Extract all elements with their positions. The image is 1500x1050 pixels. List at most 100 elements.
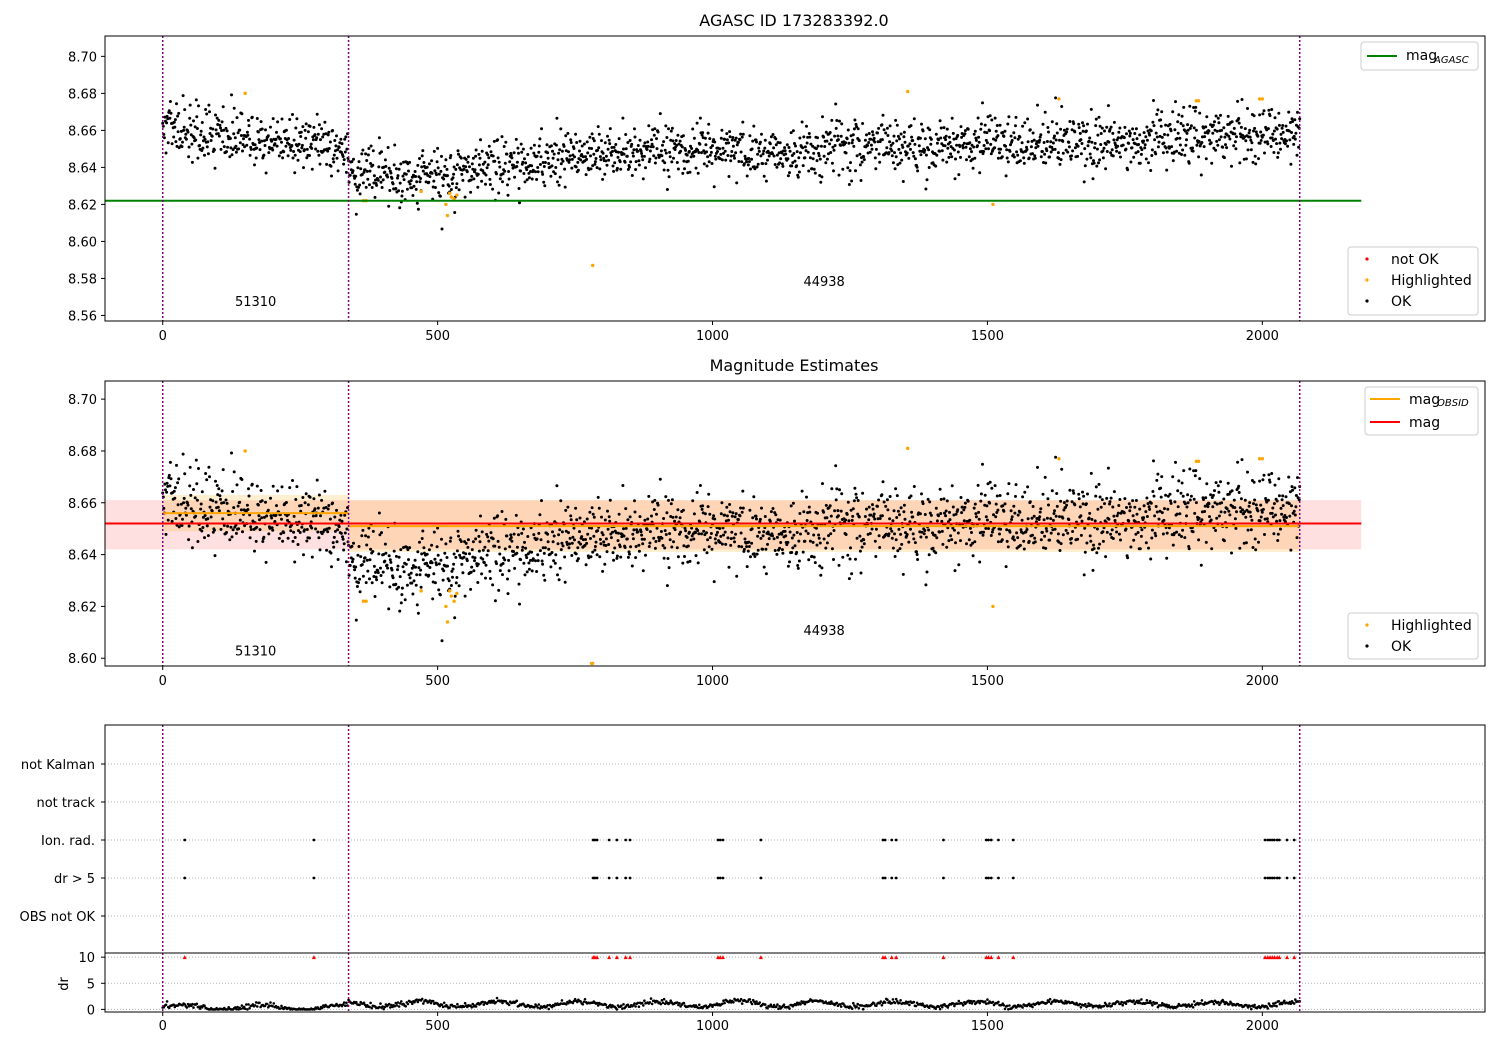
dr-point	[269, 1001, 272, 1004]
ok-point	[211, 499, 215, 503]
ok-point	[416, 163, 420, 167]
ok-point	[614, 143, 618, 146]
ok-point	[763, 146, 767, 150]
ok-point	[273, 142, 277, 146]
ok-point	[825, 157, 829, 161]
ok-point	[1261, 112, 1265, 116]
ok-point	[1276, 532, 1280, 536]
ok-point	[789, 131, 793, 135]
ok-point	[888, 495, 892, 498]
ok-point	[793, 159, 797, 163]
ok-point	[1005, 528, 1009, 532]
ok-point	[1243, 498, 1247, 502]
ok-point	[1258, 479, 1262, 483]
ok-point	[1175, 530, 1179, 534]
ok-point	[941, 158, 945, 162]
ok-point	[780, 151, 784, 155]
ok-point	[1232, 126, 1236, 130]
ok-point	[340, 142, 344, 146]
ok-point	[373, 195, 377, 199]
ok-point	[1203, 135, 1207, 139]
ok-point	[1176, 131, 1180, 135]
ok-point	[811, 540, 815, 544]
ok-point	[1233, 517, 1237, 521]
ok-point	[271, 528, 275, 532]
ok-point	[961, 146, 965, 150]
ok-point	[984, 526, 988, 530]
ok-point	[939, 126, 943, 130]
ok-point	[1122, 136, 1126, 140]
ok-point	[169, 477, 173, 481]
ok-point	[1217, 490, 1221, 494]
ok-point	[489, 150, 493, 154]
ok-point	[675, 161, 679, 164]
ok-point	[727, 141, 730, 145]
ok-point	[596, 148, 600, 152]
ok-point	[1093, 519, 1097, 523]
ok-point	[178, 137, 182, 141]
ok-point	[772, 154, 776, 158]
ok-point	[234, 150, 238, 154]
ok-point	[280, 485, 284, 489]
ok-point	[563, 167, 567, 171]
dr-point	[536, 1006, 539, 1009]
ok-point	[414, 565, 418, 569]
ok-point	[617, 531, 620, 535]
ok-point	[218, 494, 222, 498]
ok-point	[1246, 107, 1249, 110]
ok-point	[877, 126, 881, 130]
ok-point	[1165, 150, 1169, 154]
ok-point	[1008, 530, 1012, 534]
ok-point	[1049, 517, 1053, 521]
ok-point	[1054, 96, 1058, 100]
ok-point	[523, 573, 527, 577]
ok-point	[542, 551, 546, 555]
ok-point	[558, 528, 562, 532]
ok-point	[367, 147, 371, 150]
ok-point	[801, 550, 805, 554]
ok-point	[708, 512, 712, 516]
ok-point	[506, 577, 509, 581]
ok-point	[755, 165, 759, 169]
ok-point	[537, 531, 541, 535]
ok-point	[873, 140, 877, 144]
ok-point	[309, 142, 313, 146]
ok-point	[1031, 131, 1035, 135]
ok-point	[622, 152, 626, 156]
ok-point	[667, 127, 670, 131]
ok-point	[641, 158, 645, 162]
ok-point	[624, 526, 628, 530]
ok-point	[910, 135, 914, 139]
ok-point	[820, 566, 824, 570]
ok-point	[643, 518, 647, 522]
ok-point	[626, 167, 630, 171]
ok-point	[1142, 131, 1146, 135]
ok-point	[1049, 531, 1053, 535]
ok-point	[216, 132, 220, 136]
ok-point	[486, 549, 490, 553]
ok-point	[515, 545, 519, 549]
dr-point	[492, 999, 496, 1003]
ok-point	[1191, 146, 1194, 150]
ok-point	[331, 501, 335, 505]
ok-point	[1090, 140, 1094, 144]
ok-point	[713, 537, 717, 541]
ok-point	[1191, 530, 1195, 534]
ok-point	[183, 108, 187, 112]
ok-point	[912, 117, 916, 121]
ok-point	[751, 516, 755, 520]
ok-point	[1253, 126, 1257, 130]
ok-point	[611, 551, 615, 555]
ok-point	[1010, 518, 1014, 521]
dr-point	[442, 1001, 446, 1005]
ok-point	[559, 127, 563, 131]
ok-point	[510, 156, 514, 160]
ok-point	[397, 585, 401, 589]
ok-point	[606, 134, 609, 138]
dr-point	[183, 1003, 186, 1006]
ok-point	[768, 519, 772, 523]
ok-point	[916, 558, 920, 561]
ok-point	[973, 540, 977, 544]
ok-point	[719, 152, 723, 156]
ok-point	[328, 140, 332, 144]
